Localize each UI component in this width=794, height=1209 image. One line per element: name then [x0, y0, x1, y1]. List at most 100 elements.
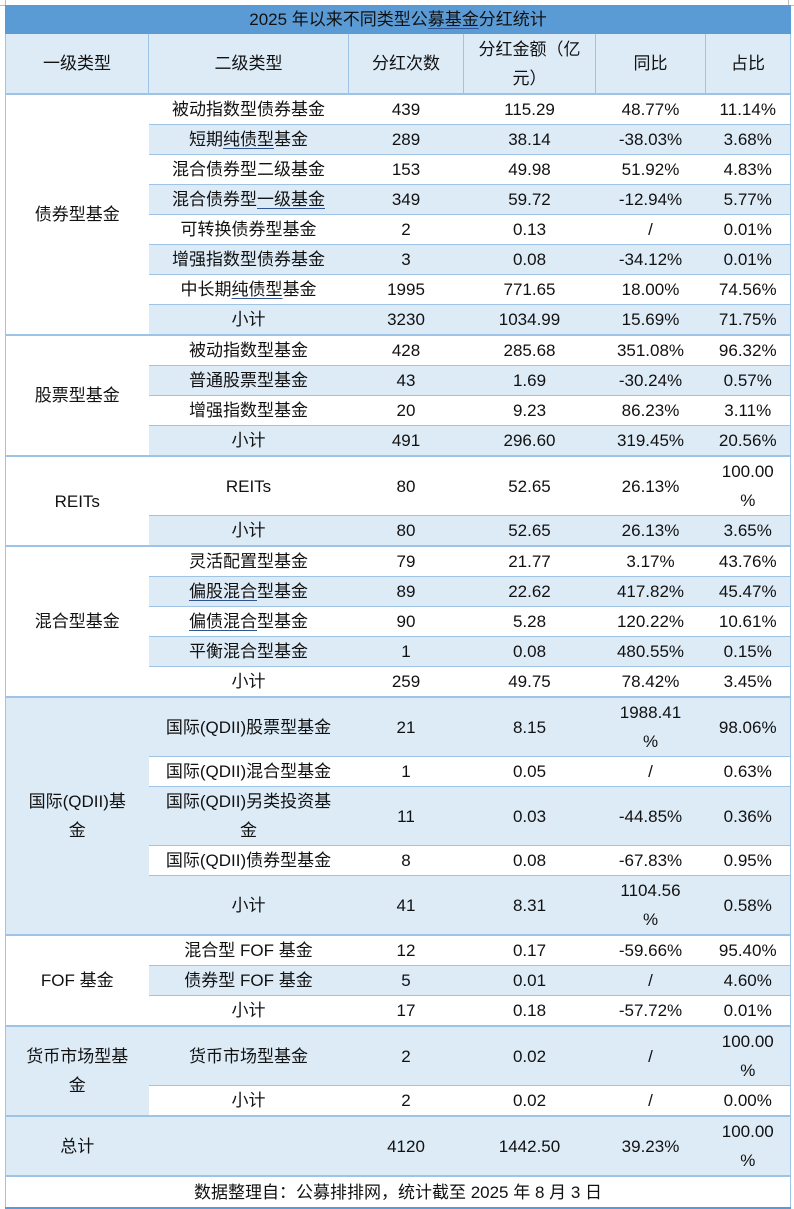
- subtype-cell: 小计: [148, 666, 349, 697]
- yoy-cell: -12.94%: [595, 184, 706, 215]
- count-cell: 3: [348, 244, 464, 275]
- total-amount: 1442.50: [463, 1115, 596, 1176]
- amount-cell: 285.68: [463, 334, 596, 366]
- subtype-cell: 债券型 FOF 基金: [148, 965, 349, 996]
- count-cell: 349: [348, 184, 464, 215]
- subtype-cell: 可转换债券型基金: [148, 214, 349, 245]
- table-row: REITs REITs 80 52.65 26.13% 100.00%: [5, 455, 792, 546]
- table-row: 普通股票型基金 43 1.69 -30.24% 0.57%: [6, 365, 792, 396]
- group-name: 债券型基金: [34, 205, 120, 224]
- subtype-cell: 小计: [148, 304, 349, 335]
- table-row: 偏债混合型基金 90 5.28 120.22% 10.61%: [6, 606, 792, 637]
- header-yoy: 同比: [595, 34, 706, 95]
- table-row: 债券型 FOF 基金 5 0.01/4.60%: [6, 965, 792, 996]
- table-row: 可转换债券型基金 2 0.13/0.01%: [6, 214, 792, 245]
- amount-cell: 1.69: [463, 365, 596, 396]
- source-note: 数据整理自：公募排排网，统计截至 2025 年 8 月 3 日: [4, 1175, 792, 1209]
- share-cell: 4.83%: [705, 154, 792, 185]
- subtype-cell: 小计: [148, 515, 349, 546]
- yoy-cell: 26.13%: [595, 455, 706, 516]
- table-title-row: 2025 年以来不同类型公募基金分红统计: [4, 5, 792, 34]
- subtype-cell: 小计: [148, 995, 349, 1026]
- count-cell: 8: [348, 845, 464, 876]
- share-cell: 74.56%: [705, 274, 792, 305]
- count-cell: 90: [348, 606, 464, 637]
- total-share: 100.00%: [705, 1115, 792, 1176]
- share-cell: 0.01%: [705, 995, 792, 1026]
- yoy-cell: 351.08%: [595, 334, 706, 366]
- subtype-cell: 混合债券型二级基金: [148, 154, 349, 185]
- subtype-cell: 小计: [148, 425, 349, 456]
- yoy-cell: /: [595, 214, 706, 245]
- table-row: 国际(QDII)基金国际(QDII)股票型基金 21 8.15 1988.41% 98.…: [5, 696, 792, 935]
- amount-cell: 22.62: [463, 576, 596, 607]
- yoy-cell: 48.77%: [595, 93, 706, 125]
- share-cell: 43.76%: [705, 545, 792, 577]
- count-cell: 43: [348, 365, 464, 396]
- subtotal-row: 小计 491 296.60 319.45% 20.56%: [6, 425, 792, 456]
- count-cell: 80: [348, 455, 464, 516]
- amount-cell: 0.08: [463, 845, 596, 876]
- group-name-cell: FOF 基金: [5, 934, 149, 1026]
- yoy-cell: 86.23%: [595, 395, 706, 426]
- group-name-cell: REITs: [5, 455, 149, 546]
- header-level2: 二级类型: [148, 34, 349, 95]
- subtype-cell: 灵活配置型基金: [148, 545, 349, 577]
- count-cell: 79: [348, 545, 464, 577]
- amount-cell: 0.05: [463, 756, 596, 787]
- table-row: 混合债券型一级基金 349 59.72 -12.94% 5.77%: [6, 184, 792, 215]
- share-cell: 71.75%: [705, 304, 792, 335]
- yoy-cell: 15.69%: [595, 304, 706, 335]
- subtype-cell: 增强指数型基金: [148, 395, 349, 426]
- count-cell: 3230: [348, 304, 464, 335]
- yoy-cell: 26.13%: [595, 515, 706, 546]
- count-cell: 11: [348, 786, 464, 846]
- count-cell: 2: [348, 1025, 464, 1086]
- yoy-cell: -34.12%: [595, 244, 706, 275]
- group-name: 混合型基金: [34, 612, 120, 631]
- amount-cell: 0.03: [463, 786, 596, 846]
- share-cell: 3.11%: [705, 395, 792, 426]
- source-note-row: 数据整理自：公募排排网，统计截至 2025 年 8 月 3 日: [4, 1175, 792, 1209]
- yoy-cell: -44.85%: [595, 786, 706, 846]
- group-name-cell: 混合型基金: [5, 545, 149, 697]
- yoy-cell: 51.92%: [595, 154, 706, 185]
- amount-cell: 52.65: [463, 515, 596, 546]
- yoy-cell: -67.83%: [595, 845, 706, 876]
- group-name: FOF 基金: [40, 971, 114, 990]
- share-cell: 100.00%: [705, 1025, 792, 1086]
- yoy-cell: /: [595, 965, 706, 996]
- subtotal-row: 小计 2 0.02/0.00%: [6, 1085, 792, 1116]
- share-cell: 10.61%: [705, 606, 792, 637]
- yoy-cell: 480.55%: [595, 636, 706, 667]
- count-cell: 20: [348, 395, 464, 426]
- table-row: 货币市场型基金货币市场型基金 2 0.02/100.00%: [5, 1025, 792, 1116]
- yoy-cell: -38.03%: [595, 124, 706, 155]
- table-row: 混合型基金 灵活配置型基金 79 21.77 3.17% 43.76%: [5, 545, 792, 697]
- share-cell: 98.06%: [705, 696, 792, 757]
- table-row: 混合债券型二级基金 153 49.98 51.92% 4.83%: [6, 154, 792, 185]
- table-row: 国际(QDII)混合型基金 1 0.05/0.63%: [6, 756, 792, 787]
- count-cell: 12: [348, 934, 464, 966]
- yoy-cell: -59.66%: [595, 934, 706, 966]
- table-row: 债券型基金 被动指数型债券基金 439 115.29 48.77% 11.14%: [5, 93, 792, 335]
- group-name: 国际(QDII)基金: [28, 792, 126, 840]
- yoy-cell: 417.82%: [595, 576, 706, 607]
- yoy-cell: /: [595, 756, 706, 787]
- amount-cell: 52.65: [463, 455, 596, 516]
- amount-cell: 115.29: [463, 93, 596, 125]
- group-name: 股票型基金: [34, 386, 120, 405]
- share-cell: 3.65%: [705, 515, 792, 546]
- table-row: 中长期纯债型基金 1995 771.65 18.00% 74.56%: [6, 274, 792, 305]
- yoy-cell: 18.00%: [595, 274, 706, 305]
- count-cell: 2: [348, 1085, 464, 1116]
- amount-cell: 0.08: [463, 636, 596, 667]
- amount-cell: 0.17: [463, 934, 596, 966]
- share-cell: 95.40%: [705, 934, 792, 966]
- amount-cell: 49.98: [463, 154, 596, 185]
- group-name-cell: 货币市场型基金: [5, 1025, 149, 1116]
- header-amount: 分红金额（亿 元）: [463, 34, 596, 95]
- group-name-cell: 债券型基金: [5, 93, 149, 335]
- amount-cell: 0.02: [463, 1025, 596, 1086]
- page-corner-mark: [0, 0, 6, 6]
